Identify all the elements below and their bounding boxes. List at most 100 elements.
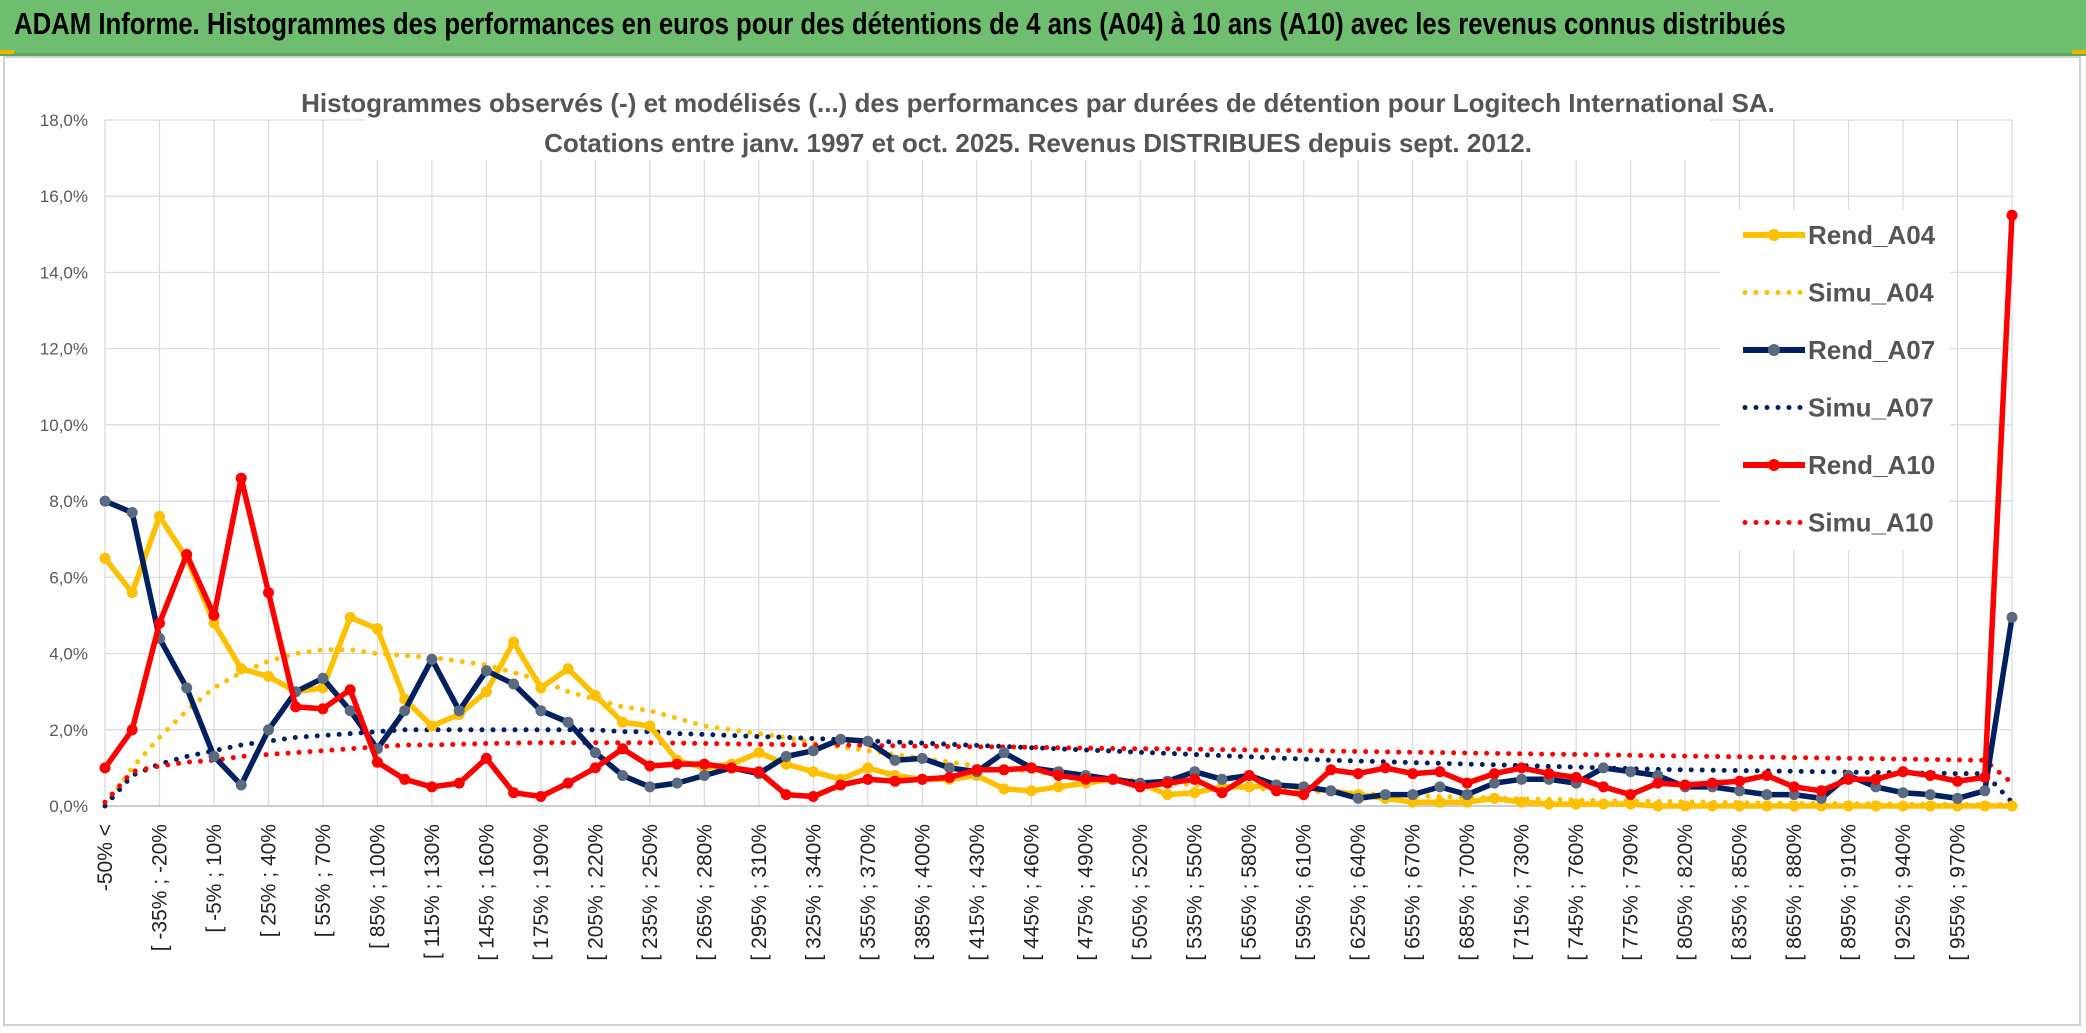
legend-label: Simu_A04 (1808, 278, 1934, 308)
x-tick-label: [ 475% ; 490% (1075, 824, 1098, 961)
data-point (1516, 773, 1528, 785)
data-point (1080, 773, 1092, 785)
legend-background (1720, 210, 1950, 550)
data-point (589, 762, 601, 774)
x-tick-label: [ 25% ; 40% (257, 824, 280, 937)
data-point (263, 587, 274, 599)
data-point (1952, 775, 1963, 787)
data-point (1162, 777, 1173, 789)
data-point (2006, 209, 2018, 221)
series-simu-a04 (102, 647, 2015, 809)
data-point (1924, 800, 1936, 812)
data-point (399, 773, 411, 785)
data-point (1543, 798, 1555, 810)
data-point (1788, 781, 1800, 793)
data-point (1870, 773, 1882, 785)
chart-title-line-1: Histogrammes observés (-) et modélisés (… (301, 88, 1775, 118)
data-point (780, 789, 792, 801)
x-tick-label: [ 835% ; 850% (1729, 824, 1752, 961)
data-point (1216, 787, 1228, 799)
data-point (1788, 789, 1800, 801)
x-tick-label: [ 655% ; 670% (1402, 824, 1425, 961)
x-tick-label: [ 145% ; 160% (475, 824, 498, 961)
data-point (126, 587, 138, 599)
data-point (126, 507, 138, 518)
data-point (2006, 611, 2018, 623)
x-tick-label: [ 595% ; 610% (1293, 824, 1316, 961)
data-point (1706, 800, 1718, 812)
data-point (1979, 800, 1991, 812)
data-point (1488, 768, 1500, 780)
data-point (208, 751, 220, 762)
y-axis: 0,0% 2,0% 4,0% 6,0% 8,0% 10,0% 12,0% 14,0% 16,0%… (40, 111, 88, 816)
x-tick-label: [ 865% ; 880% (1783, 824, 1806, 961)
data-point (399, 705, 411, 717)
data-point (1243, 770, 1255, 781)
chart-title: Histogrammes observés (-) et modélisés (… (301, 82, 1775, 160)
data-point (1815, 785, 1827, 797)
y-tick-label: 0,0% (49, 797, 88, 816)
y-tick-label: 12,0% (40, 340, 88, 359)
data-point (1461, 796, 1473, 808)
data-point (1761, 770, 1773, 781)
data-point (1652, 770, 1664, 781)
data-point (235, 663, 247, 675)
data-point (371, 623, 383, 635)
data-point (480, 665, 492, 677)
corner-mark-left (0, 50, 14, 54)
data-point (1461, 789, 1473, 801)
legend-item-rend-a10: Rend_A10 (1743, 450, 1935, 480)
x-tick-label: [ 205% ; 220% (584, 824, 607, 961)
data-point (780, 751, 792, 762)
data-point (181, 682, 193, 694)
data-point (835, 733, 847, 745)
y-tick-label: 16,0% (40, 187, 88, 206)
x-tick-label: [ -35% ; -20% (148, 824, 171, 951)
data-point (671, 758, 683, 770)
data-point (1679, 800, 1691, 812)
x-tick-label: [ 895% ; 910% (1838, 824, 1861, 961)
data-point (1189, 787, 1201, 799)
x-axis: -50% < [ -35% ; -20% [ -5% ; 10% [ 25% ; 40… (94, 824, 1970, 961)
data-point (562, 777, 574, 789)
data-point (589, 747, 601, 759)
x-tick-label: [ 625% ; 640% (1347, 824, 1370, 961)
legend-marker (1768, 229, 1780, 241)
data-point (99, 552, 111, 564)
series-line (102, 647, 2015, 809)
series-simu-a10 (102, 740, 2015, 805)
x-tick-label: [ -5% ; 10% (203, 824, 226, 933)
data-point (535, 682, 547, 694)
legend-item-rend-a07: Rend_A07 (1743, 335, 1935, 365)
series-line (102, 513, 2012, 809)
data-point (453, 705, 465, 717)
data-point (535, 791, 547, 802)
data-point (1053, 770, 1064, 781)
data-point (753, 766, 765, 778)
data-point (1734, 785, 1746, 797)
legend: Rend_A04 Simu_A04 Rend_A07 Simu_A07 Rend_A10… (1720, 210, 1950, 550)
corner-mark-right (2072, 50, 2086, 54)
data-point (1870, 781, 1882, 793)
series-line (102, 740, 2015, 805)
data-point (1270, 785, 1282, 797)
data-point (1625, 789, 1637, 801)
grid-layer (104, 119, 2013, 807)
data-point (1897, 787, 1909, 799)
y-tick-label: 10,0% (40, 416, 88, 435)
data-point (290, 701, 302, 713)
data-point (889, 775, 901, 787)
data-point (1025, 785, 1037, 797)
data-point (862, 762, 874, 774)
y-tick-label: 14,0% (40, 263, 88, 282)
data-point (1025, 762, 1037, 774)
data-point (1134, 781, 1146, 793)
legend-item-rend-a04: Rend_A04 (1743, 220, 1936, 250)
data-point (971, 764, 983, 776)
data-point (807, 766, 819, 778)
x-tick-label: [ 805% ; 820% (1674, 824, 1697, 961)
data-point (1761, 800, 1773, 812)
data-point (263, 724, 274, 736)
data-point (1352, 792, 1364, 804)
